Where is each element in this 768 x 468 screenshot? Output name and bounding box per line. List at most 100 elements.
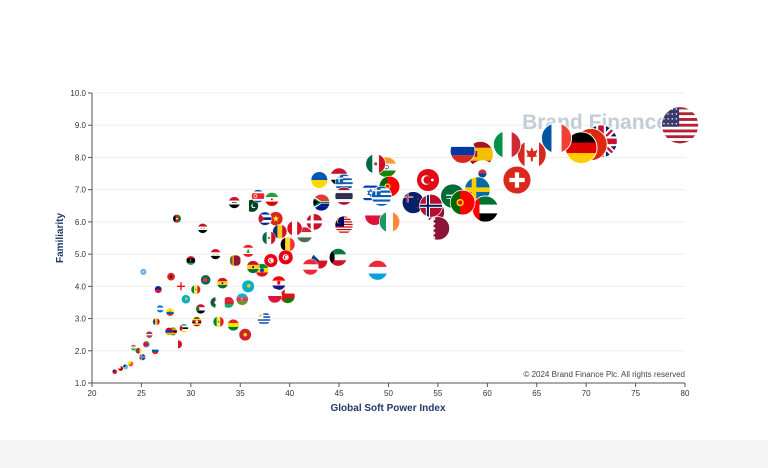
flag-marker-greece[interactable] — [371, 185, 392, 207]
x-tick-label: 80 — [681, 389, 690, 398]
flag-marker-uae[interactable] — [471, 195, 499, 223]
flag-marker-georgia[interactable] — [176, 281, 186, 291]
flag-marker-turkey[interactable] — [416, 168, 440, 192]
flag-marker-russia[interactable] — [449, 138, 476, 164]
flag-marker-usa[interactable] — [660, 105, 700, 145]
flag-marker-honduras[interactable] — [156, 305, 164, 313]
flag-marker-samoa[interactable] — [112, 369, 118, 375]
flag-marker-senegal[interactable] — [190, 284, 201, 295]
flag-marker-lebanon[interactable] — [241, 244, 255, 258]
flag-marker-azerbaijan[interactable] — [235, 292, 249, 306]
flag-marker-poland[interactable] — [267, 288, 283, 304]
y-tick-label: 10.0 — [70, 89, 86, 98]
flag-marker-malta[interactable] — [173, 340, 183, 349]
flag-marker-belgium[interactable] — [280, 236, 296, 253]
flag-marker-uruguay[interactable] — [257, 311, 271, 326]
copyright-notice: © 2024 Brand Finance Plc. All rights res… — [523, 370, 685, 379]
flag-marker-cameroon[interactable] — [135, 347, 142, 354]
flag-marker-canada[interactable] — [516, 139, 547, 170]
flag-marker-mexico[interactable] — [365, 153, 386, 175]
flag-marker-ukraine[interactable] — [310, 171, 328, 189]
flag-marker-slovenia[interactable] — [151, 347, 159, 355]
flag-marker-micronesia[interactable] — [140, 268, 147, 276]
x-tick-label: 25 — [137, 389, 146, 398]
flag-marker-bhutan[interactable] — [127, 360, 134, 367]
flag-marker-ethiopia[interactable] — [255, 263, 269, 278]
flag-marker-ghana[interactable] — [216, 277, 229, 289]
bottom-strip — [0, 440, 768, 468]
flag-marker-austria[interactable] — [302, 258, 319, 276]
flag-marker-eritrea[interactable] — [142, 340, 150, 348]
flag-marker-niger[interactable] — [130, 344, 137, 351]
flag-marker-syria[interactable] — [210, 248, 221, 260]
flag-marker-senegal[interactable] — [212, 316, 225, 328]
x-tick-label: 55 — [433, 389, 442, 398]
flag-marker-switzerland[interactable] — [502, 165, 532, 195]
flag-marker-tonga[interactable] — [118, 365, 124, 372]
flag-marker-bolivia[interactable] — [227, 319, 240, 331]
flag-marker-france[interactable] — [540, 122, 573, 154]
flag-marker-moldova[interactable] — [152, 318, 160, 326]
x-tick-label: 65 — [532, 389, 541, 398]
flag-marker-romania[interactable] — [272, 224, 288, 239]
flag-marker-cuba[interactable] — [258, 211, 272, 226]
flag-marker-libya[interactable] — [186, 255, 196, 266]
flag-marker-mozambique[interactable] — [179, 323, 189, 333]
flag-marker-uganda[interactable] — [191, 316, 202, 327]
flag-marker-kazakhstan[interactable] — [181, 294, 191, 304]
flag-marker-albania[interactable] — [166, 272, 176, 281]
y-tick-label: 4.0 — [75, 282, 87, 291]
x-tick-label: 75 — [631, 389, 640, 398]
y-tick-label: 1.0 — [75, 379, 87, 388]
flag-marker-armenia[interactable] — [165, 327, 174, 336]
flag-marker-norway[interactable] — [419, 193, 443, 218]
flag-marker-afghanistan[interactable] — [172, 214, 182, 223]
flag-marker-syria[interactable] — [197, 223, 208, 234]
y-tick-label: 7.0 — [75, 186, 87, 195]
flag-marker-qatar[interactable] — [425, 216, 450, 241]
flag-marker-croatia[interactable] — [271, 275, 287, 291]
flag-marker-ghana[interactable] — [246, 260, 260, 274]
flag-marker-haiti[interactable] — [154, 285, 162, 294]
flag-marker-pakistan[interactable] — [245, 199, 259, 213]
flag-marker-iceland[interactable] — [139, 353, 146, 361]
y-tick-label: 2.0 — [75, 347, 87, 356]
x-tick-label: 60 — [483, 389, 492, 398]
flag-marker-denmark[interactable] — [306, 213, 323, 231]
y-axis-label: Familiarity — [55, 213, 66, 263]
flag-marker-belarus[interactable] — [222, 296, 235, 309]
flag-marker-tunisia[interactable] — [263, 253, 278, 268]
flag-marker-latvia[interactable] — [145, 331, 153, 339]
flag-marker-northmacedonia[interactable] — [238, 328, 252, 341]
y-tick-label: 5.0 — [75, 250, 87, 259]
flag-marker-sudan[interactable] — [195, 303, 206, 314]
flag-marker-kazakhstan[interactable] — [241, 279, 255, 293]
flag-marker-iran[interactable] — [264, 192, 279, 207]
x-tick-label: 35 — [236, 389, 245, 398]
flag-marker-ireland[interactable] — [378, 211, 401, 233]
flag-marker-mexico[interactable] — [261, 230, 276, 246]
x-tick-label: 45 — [335, 389, 344, 398]
y-tick-label: 9.0 — [75, 121, 87, 130]
flag-marker-fiji[interactable] — [122, 364, 129, 370]
flag-marker-tunisia[interactable] — [278, 249, 294, 265]
flag-marker-bangladesh[interactable] — [200, 274, 211, 286]
x-axis-label: Global Soft Power Index — [330, 403, 445, 414]
flag-marker-italy[interactable] — [493, 130, 522, 159]
flag-marker-iraq[interactable] — [228, 196, 241, 209]
flag-marker-peru[interactable] — [286, 220, 303, 237]
flag-marker-oman[interactable] — [280, 288, 296, 304]
flag-marker-nkorea[interactable] — [251, 189, 265, 203]
x-tick-label: 30 — [186, 389, 195, 398]
flag-marker-portugal[interactable] — [449, 189, 476, 216]
flag-marker-algeria[interactable] — [210, 297, 221, 308]
flag-marker-nz[interactable] — [401, 191, 425, 214]
flag-marker-luxembourg[interactable] — [367, 259, 388, 281]
flag-marker-thailand[interactable] — [334, 186, 354, 206]
flag-marker-malaysia[interactable] — [334, 215, 354, 235]
flag-marker-southafrica[interactable] — [312, 193, 330, 212]
flag-marker-srilanka[interactable] — [229, 254, 242, 267]
flag-marker-ecuador[interactable] — [165, 308, 175, 317]
flag-marker-kuwait[interactable] — [329, 248, 348, 267]
